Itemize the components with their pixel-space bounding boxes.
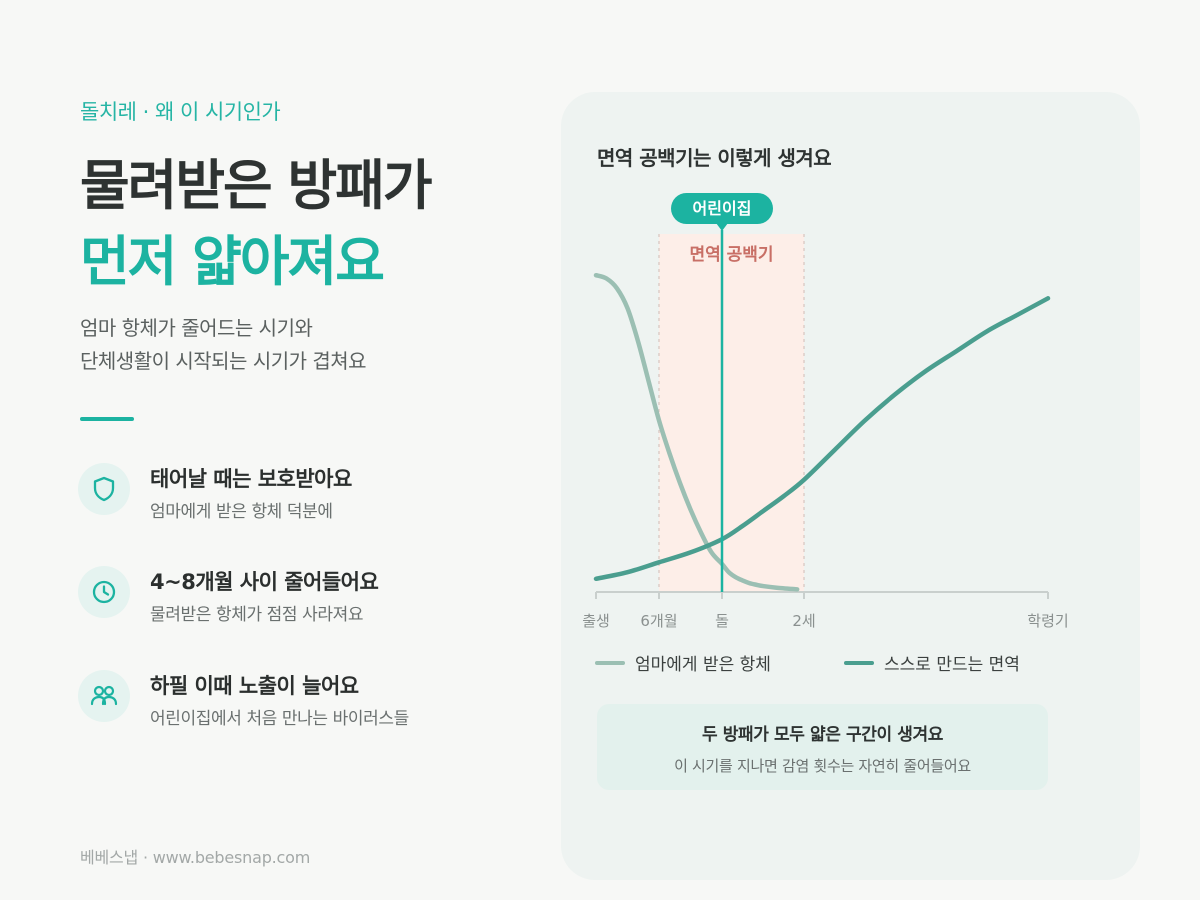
legend-label-maternal: 엄마에게 받은 항체 [635, 655, 771, 675]
daycare-badge-pointer [716, 223, 728, 231]
page-title: 물려받은 방패가 먼저 얇아져요 [80, 148, 433, 300]
feature-desc: 물려받은 항체가 점점 사라져요 [150, 605, 364, 625]
gap-note: 두 방패가 모두 얇은 구간이 생겨요 이 시기를 지나면 감염 횟수는 자연히… [597, 704, 1048, 790]
feature-title: 4~8개월 사이 줄어들어요 [150, 570, 379, 594]
gap-band-label: 면역 공백기 [689, 245, 773, 265]
x-tick-label: 2세 [792, 612, 815, 630]
people-icon [78, 670, 130, 722]
series-line-own-immunity [593, 296, 1051, 582]
legend-label-own: 스스로 만드는 면역 [884, 655, 1020, 675]
eyebrow: 돌치레 · 왜 이 시기인가 [80, 100, 281, 124]
x-tick-label: 출생 [582, 612, 610, 630]
x-tick-label: 돌 [715, 612, 729, 630]
x-tick-label: 학령기 [1027, 612, 1068, 630]
legend-item-maternal: 엄마에게 받은 항체 [595, 650, 771, 675]
page-title-line2: 먼저 얇아져요 [80, 230, 385, 293]
footer-credit: 베베스냅 · www.bebesnap.com [80, 848, 311, 867]
daycare-badge [671, 193, 773, 224]
shield-icon [78, 463, 130, 515]
x-tick-label: 6개월 [640, 612, 677, 630]
page-title-line1: 물려받은 방패가 [80, 154, 433, 217]
gap-note-text: 이 시기를 지나면 감염 횟수는 자연히 줄어들어요 [674, 757, 971, 775]
chart-title: 면역 공백기는 이렇게 생겨요 [597, 146, 832, 170]
feature-title: 태어날 때는 보호받아요 [150, 467, 352, 491]
gap-note-title: 두 방패가 모두 얇은 구간이 생겨요 [702, 725, 943, 745]
subtitle: 엄마 항체가 줄어드는 시기와 단체생활이 시작되는 시기가 겹쳐요 [80, 312, 367, 378]
feature-title: 하필 이때 노출이 늘어요 [150, 674, 359, 698]
daycare-badge-label: 어린이집 [693, 199, 752, 218]
clock-icon [78, 566, 130, 618]
feature-desc: 어린이집에서 처음 만나는 바이러스들 [150, 709, 409, 729]
gap-band [659, 234, 804, 592]
legend-item-own: 스스로 만드는 면역 [844, 650, 1020, 675]
legend-swatch-own [844, 660, 874, 665]
feature-item-protected: 태어날 때는 보호받아요 엄마에게 받은 항체 덕분에 [78, 463, 518, 523]
feature-item-exposure: 하필 이때 노출이 늘어요 어린이집에서 처음 만나는 바이러스들 [78, 670, 518, 730]
legend-swatch-maternal [595, 660, 625, 665]
feature-desc: 엄마에게 받은 항체 덕분에 [150, 502, 333, 522]
accent-divider [80, 417, 134, 421]
subtitle-line2: 단체생활이 시작되는 시기가 겹쳐요 [80, 349, 367, 373]
series-line-maternal-antibody [593, 272, 800, 592]
subtitle-line1: 엄마 항체가 줄어드는 시기와 [80, 316, 313, 340]
feature-item-declining: 4~8개월 사이 줄어들어요 물려받은 항체가 점점 사라져요 [78, 566, 518, 626]
